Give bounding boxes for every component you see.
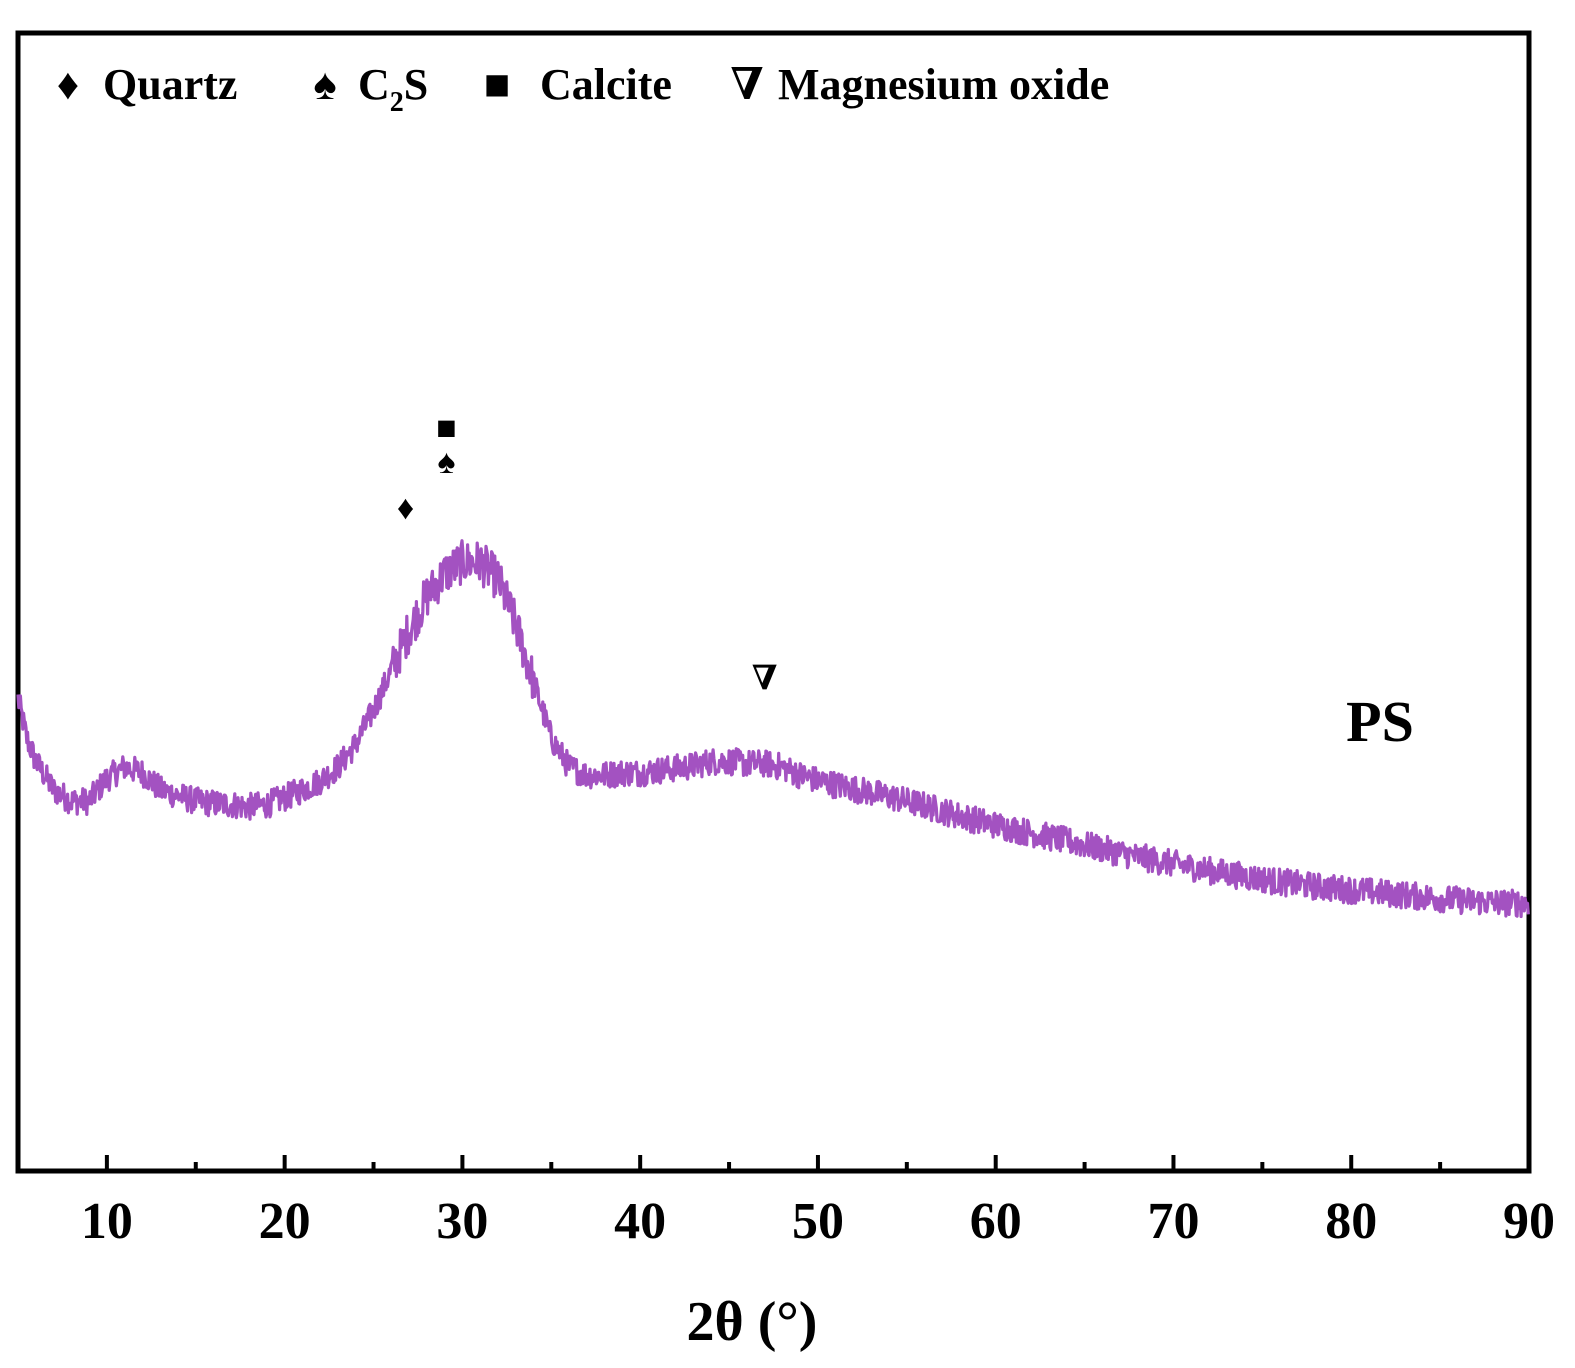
- legend-label-quartz: Quartz: [103, 60, 237, 109]
- legend-label-c2s-tail: S: [404, 60, 428, 109]
- x-axis-title: 2θ (°): [687, 1291, 818, 1353]
- legend-label-c2s-sub: 2: [390, 87, 404, 118]
- x-tick-label-50: 50: [792, 1193, 844, 1250]
- legend-label-magnesium-oxide: Magnesium oxide: [778, 60, 1109, 109]
- x-tick-label-20: 20: [259, 1193, 311, 1250]
- x-axis-tick-labels: 10 20 30 40 50 60 70 80 90: [81, 1193, 1555, 1250]
- phase-marker-diamond-icon: ♦: [397, 490, 414, 527]
- legend-label-calcite: Calcite: [540, 60, 672, 109]
- x-tick-label-70: 70: [1147, 1193, 1199, 1250]
- legend-label-c2s: C2S: [358, 60, 428, 118]
- plot-frame: [15, 30, 1532, 1174]
- x-axis-ticks: [104, 1155, 1531, 1171]
- phase-markers: ♦ ♠■ ∇: [397, 410, 778, 697]
- legend-glyph-magnesium-oxide: ∇: [730, 60, 763, 109]
- x-tick-label-10: 10: [81, 1193, 133, 1250]
- x-tick-label-40: 40: [614, 1193, 666, 1250]
- legend: ♦ Quartz ♠ C2S ■ Calcite ∇ Magnesium oxi…: [57, 60, 1109, 118]
- x-tick-label-30: 30: [436, 1193, 488, 1250]
- x-tick-label-90: 90: [1503, 1193, 1555, 1250]
- x-tick-label-60: 60: [970, 1193, 1022, 1250]
- phase-marker-square-icon: ■: [436, 410, 457, 447]
- series-ps-line: [16, 539, 1530, 919]
- legend-glyph-c2s: ♠: [313, 60, 336, 109]
- series-label-ps: PS: [1346, 689, 1414, 754]
- phase-marker-spade-icon: ♠: [437, 444, 455, 481]
- x-tick-label-80: 80: [1325, 1193, 1377, 1250]
- legend-glyph-quartz: ♦: [57, 60, 79, 109]
- phase-marker-open-down-triangle-icon: ∇: [752, 660, 778, 697]
- legend-glyph-calcite: ■: [484, 60, 511, 109]
- legend-label-c2s-main: C: [358, 60, 390, 109]
- plot-area: ♦♠■∇: [15, 30, 1532, 1174]
